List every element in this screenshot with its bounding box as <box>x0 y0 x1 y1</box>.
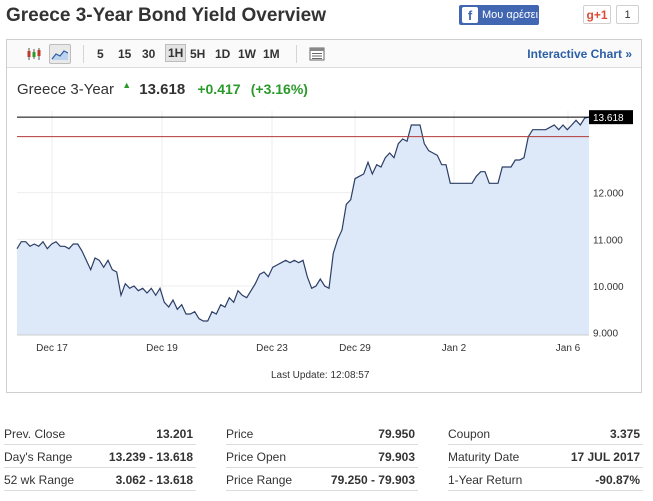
facebook-like-label: Μου αρέσει <box>482 9 539 21</box>
interval-5[interactable]: 5 <box>97 47 104 61</box>
last-price: 13.618 <box>139 81 186 98</box>
stat-value: 79.903 <box>378 450 415 464</box>
stat-value: 79.250 - 79.903 <box>330 473 415 487</box>
area-chart-icon[interactable] <box>49 44 71 64</box>
stat-row: Maturity Date 17 JUL 2017 <box>448 446 643 468</box>
interval-30[interactable]: 30 <box>142 47 156 61</box>
last-update: Last Update: 12:08:57 <box>271 370 369 381</box>
interval-15[interactable]: 15 <box>118 47 132 61</box>
chart-toolbar: 5 15 30 1H 5H 1D 1W 1M Interactive Chart… <box>7 40 641 68</box>
stat-label: Day's Range <box>4 450 73 464</box>
quote-summary: Greece 3-Year ▲ 13.618 +0.417 (+3.16%) <box>17 80 308 98</box>
yield-chart: 9.00010.00011.00012.000Investing.com13.6… <box>16 110 633 354</box>
candlestick-chart-icon[interactable] <box>23 44 45 64</box>
google-plus-count: 1 <box>616 5 639 24</box>
stat-value: -90.87% <box>595 473 640 487</box>
up-arrow-icon: ▲ <box>122 80 132 90</box>
interval-5h[interactable]: 5H <box>190 47 206 61</box>
toolbar-separator <box>83 45 84 63</box>
stat-value: 3.062 - 13.618 <box>115 473 193 487</box>
y-tick-label: 9.000 <box>593 329 618 340</box>
last-update-time: 12:08:57 <box>330 370 370 381</box>
current-price-box <box>589 110 633 125</box>
series-area <box>17 117 589 335</box>
stat-row: 1-Year Return -90.87% <box>448 469 643 491</box>
stat-value: 17 JUL 2017 <box>570 450 640 464</box>
stat-label: 1-Year Return <box>448 473 523 487</box>
current-price-label: 13.618 <box>593 113 624 124</box>
x-tick-label: Jan 6 <box>556 343 581 354</box>
series-line <box>16 116 590 322</box>
price-change: +0.417 <box>197 81 241 97</box>
stat-label: Price <box>226 427 254 441</box>
interval-1h[interactable]: 1H <box>165 44 187 62</box>
interval-1m[interactable]: 1M <box>263 47 280 61</box>
x-tick-label: Dec 17 <box>36 343 68 354</box>
stat-value: 3.375 <box>609 427 640 441</box>
stat-value: 79.950 <box>378 427 415 441</box>
facebook-like-button[interactable]: f Μου αρέσει <box>459 5 539 25</box>
chart-panel: 5 15 30 1H 5H 1D 1W 1M Interactive Chart… <box>6 39 642 393</box>
interactive-chart-link[interactable]: Interactive Chart » <box>527 47 632 61</box>
last-update-label: Last Update: <box>271 370 328 381</box>
stat-row: Price Open 79.903 <box>226 446 418 468</box>
stat-label: 52 wk Range <box>4 473 75 487</box>
stat-row: Coupon 3.375 <box>448 423 643 445</box>
table-view-icon[interactable] <box>306 44 328 64</box>
y-tick-label: 10.000 <box>593 282 624 293</box>
x-tick-label: Dec 29 <box>339 343 371 354</box>
interval-1w[interactable]: 1W <box>238 47 256 61</box>
price-change-percent: (+3.16%) <box>250 81 308 97</box>
stat-label: Prev. Close <box>4 427 66 441</box>
x-tick-label: Dec 19 <box>146 343 178 354</box>
stat-row: 52 wk Range 3.062 - 13.618 <box>4 469 196 491</box>
stat-row: Day's Range 13.239 - 13.618 <box>4 446 196 468</box>
page-title: Greece 3-Year Bond Yield Overview <box>6 5 326 26</box>
instrument-name: Greece 3-Year <box>17 81 115 98</box>
y-tick-label: 12.000 <box>593 189 624 200</box>
stat-label: Maturity Date <box>448 450 520 464</box>
stat-row: Prev. Close 13.201 <box>4 423 196 445</box>
stat-row: Price Range 79.250 - 79.903 <box>226 469 418 491</box>
google-plus-button[interactable]: g+1 <box>583 5 611 24</box>
x-tick-label: Jan 2 <box>442 343 467 354</box>
stat-label: Coupon <box>448 427 491 441</box>
stat-label: Price Range <box>226 473 293 487</box>
stat-label: Price Open <box>226 450 287 464</box>
stat-value: 13.201 <box>156 427 193 441</box>
stat-row: Price 79.950 <box>226 423 418 445</box>
y-tick-label: 11.000 <box>593 235 623 246</box>
interval-1d[interactable]: 1D <box>215 47 231 61</box>
x-tick-label: Dec 23 <box>256 343 288 354</box>
toolbar-separator <box>296 45 297 63</box>
facebook-icon: f <box>462 7 478 23</box>
stat-value: 13.239 - 13.618 <box>108 450 193 464</box>
